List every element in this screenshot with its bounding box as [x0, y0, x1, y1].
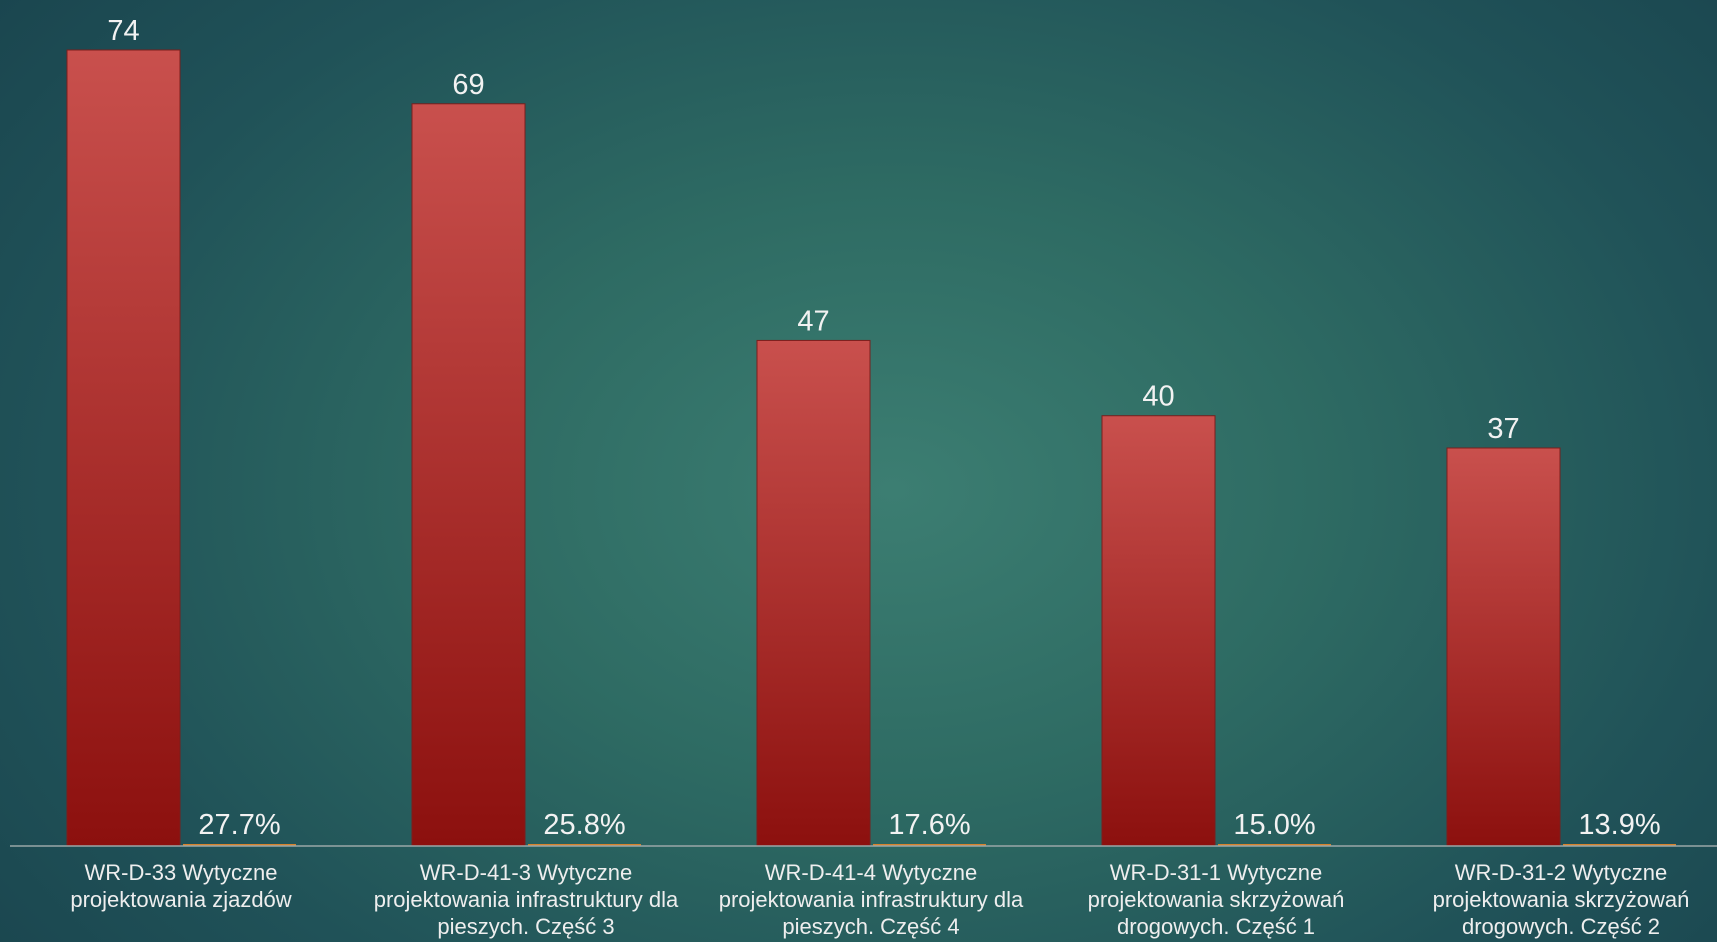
category-label-3: WR-D-41-4 Wytyczne projektowania infrastr…: [719, 860, 1024, 939]
category-label-line: WR-D-31-2 Wytyczne: [1455, 860, 1668, 885]
category-label-line: projektowania skrzyżowań: [1088, 887, 1345, 912]
category-label-1: WR-D-33 Wytyczne projektowania zjazdów: [70, 860, 291, 912]
category-label-line: drogowych. Część 2: [1462, 914, 1660, 939]
bar-percent-1: [183, 844, 296, 846]
percent-label-1: 27.7%: [198, 809, 280, 841]
bar-percent-3: [873, 844, 986, 846]
value-label-3: 47: [797, 305, 829, 337]
category-label-2: WR-D-41-3 Wytyczne projektowania infrastr…: [374, 860, 679, 939]
category-label-line: projektowania infrastruktury dla: [719, 887, 1024, 912]
category-label-line: projektowania skrzyżowań: [1433, 887, 1690, 912]
value-label-2: 69: [452, 69, 484, 101]
percent-label-4: 15.0%: [1233, 809, 1315, 841]
percent-label-3: 17.6%: [888, 809, 970, 841]
bar-percent-4: [1218, 844, 1331, 846]
value-label-4: 40: [1142, 381, 1174, 413]
bar-count-3: [756, 339, 871, 847]
labels-layer: 74 27.7% WR-D-33 Wytyczne projektowania zja…: [70, 15, 1689, 939]
category-label-line: projektowania zjazdów: [70, 887, 291, 912]
bar-percent-5: [1563, 844, 1676, 846]
value-label-1: 74: [107, 15, 139, 47]
category-label-line: projektowania infrastruktury dla: [374, 887, 679, 912]
bar-count-5: [1446, 447, 1561, 847]
percent-label-2: 25.8%: [543, 809, 625, 841]
bar-percent-2: [528, 844, 641, 846]
category-label-line: pieszych. Część 3: [437, 914, 614, 939]
bars-layer: [66, 49, 1676, 847]
bar-count-1: [66, 49, 181, 847]
category-label-line: drogowych. Część 1: [1117, 914, 1315, 939]
category-label-line: WR-D-31-1 Wytyczne: [1110, 860, 1323, 885]
category-label-line: WR-D-41-3 Wytyczne: [420, 860, 633, 885]
category-label-line: WR-D-41-4 Wytyczne: [765, 860, 978, 885]
category-label-line: pieszych. Część 4: [782, 914, 959, 939]
bar-count-2: [411, 103, 526, 847]
category-label-4: WR-D-31-1 Wytyczne projektowania skrzyżow…: [1088, 860, 1345, 939]
bar-count-4: [1101, 415, 1216, 847]
category-label-5: WR-D-31-2 Wytyczne projektowania skrzyżow…: [1433, 860, 1690, 939]
value-label-5: 37: [1487, 413, 1519, 445]
category-label-line: WR-D-33 Wytyczne: [85, 860, 278, 885]
percent-label-5: 13.9%: [1578, 809, 1660, 841]
